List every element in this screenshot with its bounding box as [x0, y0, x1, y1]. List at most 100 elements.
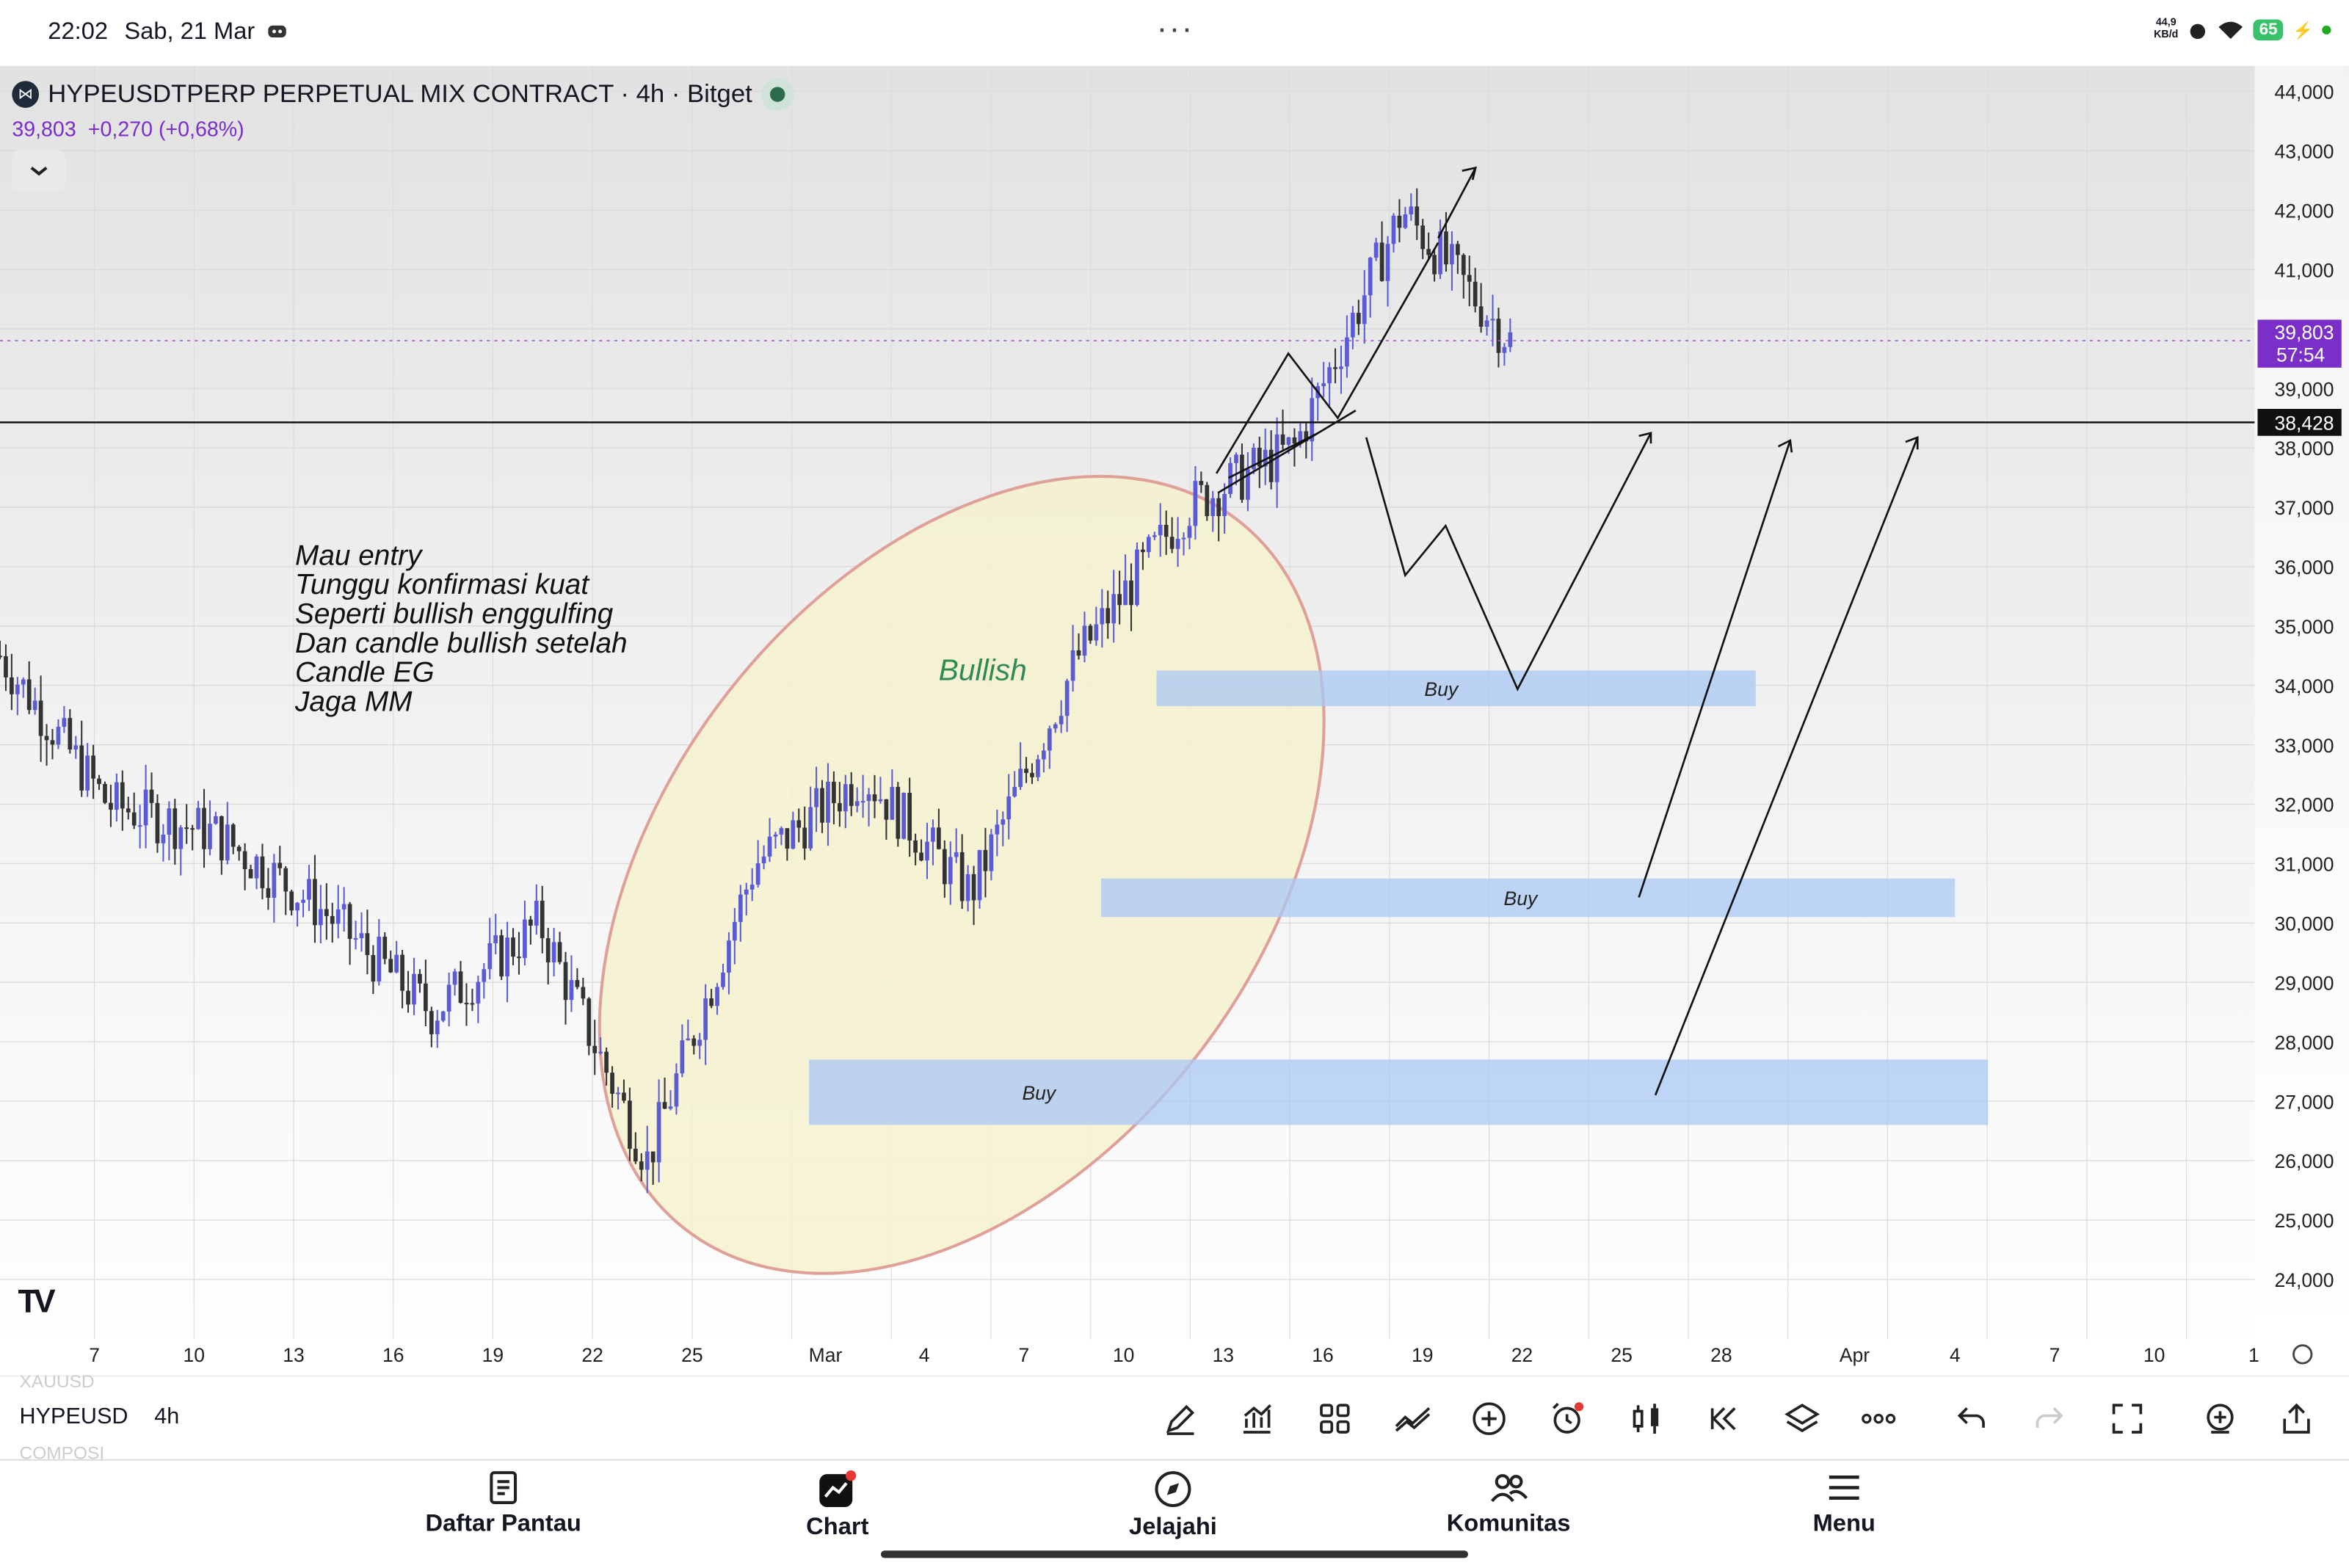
candle-body	[1444, 231, 1448, 265]
trend-sketch-line[interactable]	[1217, 410, 1357, 494]
buy-zones: Buy Buy Buy	[809, 670, 1989, 1125]
alert-button[interactable]	[1546, 1398, 1588, 1440]
time-tick: 7	[2050, 1344, 2061, 1366]
collapse-legend-button[interactable]	[12, 150, 66, 192]
market-open-icon	[761, 78, 794, 112]
candle-body	[901, 792, 907, 839]
candle-body	[446, 984, 451, 1012]
nav-explore[interactable]: Jelajahi	[1053, 1470, 1293, 1542]
candle-body	[820, 788, 824, 823]
candle-body	[913, 840, 918, 853]
candle-body	[301, 899, 305, 903]
note-line: Dan candle bullish setelah	[295, 628, 628, 659]
trend-sketch-line[interactable]	[1227, 432, 1319, 479]
candle-body	[62, 718, 67, 727]
buy-zone[interactable]	[809, 1059, 1989, 1125]
trend-sketch-line[interactable]	[1365, 432, 1652, 692]
time-axis[interactable]: 7 10 13 16 19 22 25 Mar 4 7 10 13 16 19 22 25 28 Apr 4 7 10 1	[0, 1339, 2349, 1376]
candle-body	[1420, 225, 1426, 250]
buy-zone[interactable]	[1156, 670, 1756, 706]
candle-body	[15, 684, 20, 694]
candle-body	[1216, 498, 1221, 517]
candle-body	[505, 937, 509, 977]
chart-toolbar: XAUUSD HYPEUSD COMPOSI 4h	[0, 1371, 2349, 1464]
compare-button[interactable]	[1392, 1398, 1434, 1440]
nav-watchlist[interactable]: Daftar Pantau	[383, 1470, 623, 1539]
candle-body	[1298, 431, 1303, 444]
time-tick: Apr	[1840, 1344, 1870, 1366]
time-tick: 7	[89, 1344, 100, 1366]
nav-menu[interactable]: Menu	[1724, 1470, 1964, 1539]
candle-body	[761, 856, 766, 864]
timeframe-selector[interactable]: 4h	[154, 1404, 180, 1429]
replay-button[interactable]	[1703, 1398, 1745, 1440]
candle-body	[744, 889, 749, 895]
candle-body	[942, 849, 947, 885]
people-icon	[1491, 1474, 1528, 1503]
document-icon	[490, 1471, 518, 1504]
add-chart-button[interactable]	[2199, 1398, 2241, 1440]
candle-body	[313, 879, 317, 926]
price-axis[interactable]: 44,00043,00042,00041,00040,00039,00038,0…	[2254, 65, 2349, 1376]
candle-body	[464, 1003, 469, 1005]
nav-chart[interactable]: Chart	[718, 1470, 958, 1542]
candle-body	[435, 1020, 440, 1034]
symbol-title[interactable]: HYPEUSDTPERP PERPETUAL MIX CONTRACT · 4h…	[48, 79, 752, 108]
add-button[interactable]	[1468, 1398, 1510, 1440]
candle-body	[575, 980, 580, 987]
candle-body	[236, 846, 242, 852]
candle-body	[1006, 796, 1012, 820]
candle-body	[1263, 449, 1268, 467]
symbol-ghost-above: XAUUSD	[19, 1371, 95, 1392]
candle-body	[802, 827, 807, 849]
candle-body	[1076, 650, 1081, 656]
settings-icon[interactable]	[2292, 1344, 2313, 1365]
more-icon	[1862, 1413, 1896, 1424]
price-tick: 41,000	[2274, 259, 2334, 281]
undo-button[interactable]	[1950, 1398, 1992, 1440]
candle-body	[837, 803, 842, 812]
candle-body	[1415, 206, 1420, 226]
candle-body	[511, 937, 515, 957]
trend-sketch-line[interactable]	[1437, 167, 1477, 239]
redo-button[interactable]	[2028, 1398, 2070, 1440]
candle-body	[307, 879, 311, 900]
candle-body	[219, 816, 224, 861]
candle-body	[184, 827, 189, 830]
candle-body	[143, 789, 148, 826]
layout-button[interactable]	[1314, 1398, 1356, 1440]
chart-legend[interactable]: ⋈ HYPEUSDTPERP PERPETUAL MIX CONTRACT · …	[12, 78, 794, 112]
candle-body	[1438, 231, 1442, 275]
candle-body	[709, 998, 714, 1006]
buy-zone[interactable]	[1100, 878, 1956, 918]
draw-tool-button[interactable]	[1160, 1398, 1202, 1440]
layers-button[interactable]	[1782, 1398, 1823, 1440]
candle-body	[155, 802, 160, 843]
hamburger-icon	[1829, 1475, 1859, 1500]
candle-body	[371, 954, 376, 982]
trend-sketch-line[interactable]	[1638, 440, 1792, 898]
trend-sketch-line[interactable]	[1654, 437, 1919, 1096]
redo-icon	[2036, 1407, 2063, 1428]
price-tick: 32,000	[2274, 794, 2334, 816]
arrow-head	[1777, 438, 1793, 453]
time-tick: 13	[283, 1344, 305, 1366]
more-button[interactable]	[1858, 1398, 1900, 1440]
indicators-button[interactable]	[1236, 1398, 1278, 1440]
chart-type-button[interactable]	[1625, 1398, 1667, 1440]
candle-body	[131, 812, 137, 826]
more-dots-icon[interactable]: ···	[1156, 9, 1194, 47]
time-tick: 25	[681, 1344, 703, 1366]
candle-body	[896, 786, 901, 839]
fullscreen-button[interactable]	[2106, 1398, 2148, 1440]
time-tick: 22	[581, 1344, 603, 1366]
svg-text:57:54: 57:54	[2276, 344, 2325, 366]
candle-body	[1111, 594, 1117, 624]
trend-sketch-line[interactable]	[1215, 242, 1439, 474]
symbol-selector[interactable]: HYPEUSD	[19, 1404, 128, 1429]
share-button[interactable]	[2276, 1398, 2317, 1440]
nav-community[interactable]: Komunitas	[1389, 1470, 1629, 1539]
candle-body	[85, 755, 90, 791]
